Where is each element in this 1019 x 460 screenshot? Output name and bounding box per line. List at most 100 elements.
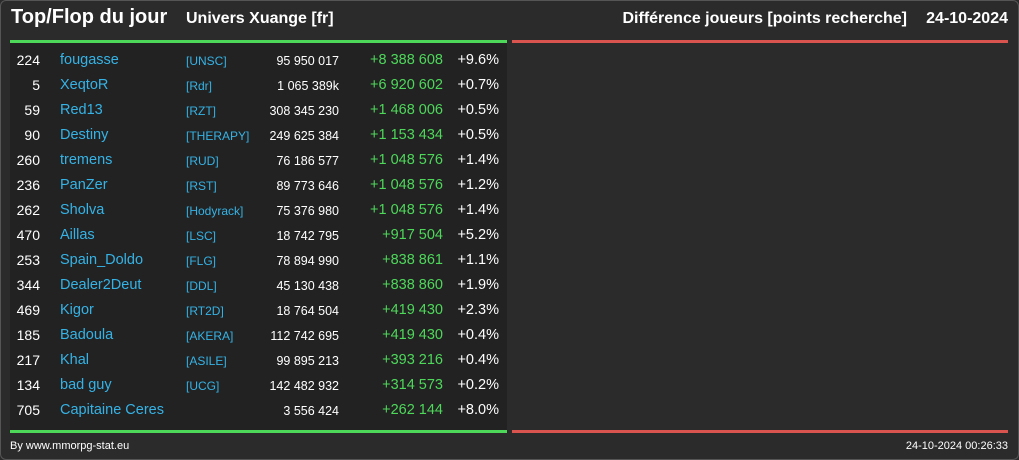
table-row: 59 Red13 [RZT] 308 345 230 +1 468 006 +0.5% (10, 98, 507, 123)
alliance-tag-link[interactable]: [THERAPY] (186, 129, 250, 143)
alliance-tag-link[interactable]: [FLG] (186, 254, 217, 268)
flop-panel (512, 40, 1008, 433)
top-divider-lower (10, 430, 507, 433)
alliance-tag-link[interactable]: [LSC] (186, 229, 217, 243)
player-rank: 217 (16, 352, 40, 368)
table-row: 134 bad guy [UCG] 142 482 932 +314 573 +0.2% (10, 373, 507, 398)
alliance-tag-link[interactable]: [Rdr] (186, 79, 213, 93)
header: Top/Flop du jour Univers Xuange [fr] Dif… (0, 0, 1019, 40)
player-points: 112 742 695 (270, 329, 339, 343)
points-difference: +8 388 608 (370, 52, 443, 68)
table-row: 262 Sholva [Hodyrack] 75 376 980 +1 048 576 +… (10, 198, 507, 223)
alliance-tag-link[interactable]: [RST] (186, 179, 217, 193)
header-date: 24-10-2024 (926, 10, 1008, 27)
percent-change: +2.3% (457, 302, 499, 318)
table-row: 469 Kigor [RT2D] 18 764 504 +419 430 +2.3% (10, 298, 507, 323)
table-row: 90 Destiny [THERAPY] 249 625 384 +1 153 434 +… (10, 123, 507, 148)
points-difference: +262 144 (382, 402, 443, 418)
table-row: 344 Dealer2Deut [DDL] 45 130 438 +838 860 +1.… (10, 273, 507, 298)
player-points: 76 186 577 (276, 154, 339, 168)
alliance-tag-link[interactable]: [RUD] (186, 154, 219, 168)
player-points: 99 895 213 (276, 354, 339, 368)
player-name-link[interactable]: Spain_Doldo (60, 252, 144, 268)
player-rank: 224 (16, 52, 40, 68)
points-difference: +1 153 434 (370, 127, 443, 143)
player-name-link[interactable]: Dealer2Deut (60, 277, 142, 293)
player-rank: 253 (16, 252, 40, 268)
percent-change: +1.4% (457, 202, 499, 218)
table-row: 236 PanZer [RST] 89 773 646 +1 048 576 +1.2% (10, 173, 507, 198)
alliance-tag-link[interactable]: [AKERA] (186, 329, 234, 343)
player-name-link[interactable]: XeqtoR (60, 77, 109, 93)
points-difference: +838 860 (382, 277, 443, 293)
alliance-tag-link[interactable]: [RT2D] (186, 304, 224, 318)
alliance-tag-link[interactable]: [RZT] (186, 104, 216, 118)
player-name-link[interactable]: tremens (60, 152, 113, 168)
player-points: 45 130 438 (276, 279, 339, 293)
player-points: 18 742 795 (276, 229, 339, 243)
metric-label: Différence joueurs [points recherche] (622, 10, 907, 27)
alliance-tag-link[interactable]: [DDL] (186, 279, 217, 293)
footer-timestamp: 24-10-2024 00:26:33 (905, 440, 1008, 452)
alliance-tag-link[interactable]: [UCG] (186, 379, 220, 393)
player-points: 95 950 017 (276, 54, 339, 68)
player-name-link[interactable]: Badoula (60, 327, 114, 343)
player-name-link[interactable]: Khal (60, 352, 90, 368)
player-name-link[interactable]: fougasse (60, 52, 119, 68)
player-points: 308 345 230 (269, 104, 339, 118)
points-difference: +1 048 576 (370, 202, 443, 218)
percent-change: +0.7% (457, 77, 499, 93)
player-rank: 470 (16, 227, 40, 243)
alliance-tag-link[interactable]: [UNSC] (186, 54, 227, 68)
player-rank: 344 (16, 277, 40, 293)
player-rank: 469 (16, 302, 40, 318)
percent-change: +9.6% (457, 52, 499, 68)
table-row: 705 Capitaine Ceres 3 556 424 +262 144 +8.0% (10, 398, 507, 423)
table-row: 217 Khal [ASILE] 99 895 213 +393 216 +0.4% (10, 348, 507, 373)
percent-change: +0.4% (457, 352, 499, 368)
table-row: 185 Badoula [AKERA] 112 742 695 +419 430 +0.4… (10, 323, 507, 348)
universe-label: Univers Xuange [fr] (186, 10, 334, 27)
top-divider-upper (10, 40, 507, 43)
alliance-tag-link[interactable]: [Hodyrack] (186, 204, 244, 218)
percent-change: +0.2% (457, 377, 499, 393)
player-rank: 262 (16, 202, 40, 218)
player-rank: 185 (16, 327, 40, 343)
player-points: 3 556 424 (283, 404, 339, 418)
player-name-link[interactable]: Kigor (60, 302, 94, 318)
table-row: 470 Aillas [LSC] 18 742 795 +917 504 +5.2% (10, 223, 507, 248)
player-name-link[interactable]: Capitaine Ceres (60, 402, 164, 418)
points-difference: +314 573 (382, 377, 443, 393)
points-difference: +917 504 (382, 227, 443, 243)
top-panel: 224 fougasse [UNSC] 95 950 017 +8 388 608 +9.… (10, 40, 507, 433)
percent-change: +5.2% (457, 227, 499, 243)
points-difference: +1 048 576 (370, 177, 443, 193)
percent-change: +1.9% (457, 277, 499, 293)
player-name-link[interactable]: Sholva (60, 202, 105, 218)
player-name-link[interactable]: Aillas (60, 227, 95, 243)
player-rank: 260 (16, 152, 40, 168)
player-rank: 134 (16, 377, 40, 393)
points-difference: +1 468 006 (370, 102, 443, 118)
points-difference: +393 216 (382, 352, 443, 368)
alliance-tag-link[interactable]: [ASILE] (186, 354, 227, 368)
player-points: 78 894 990 (276, 254, 339, 268)
footer-credit[interactable]: By www.mmorpg-stat.eu (10, 440, 130, 452)
table-row: 224 fougasse [UNSC] 95 950 017 +8 388 608 +9.… (10, 48, 507, 73)
player-points: 89 773 646 (276, 179, 339, 193)
player-name-link[interactable]: Red13 (60, 102, 103, 118)
points-difference: +838 861 (382, 252, 443, 268)
percent-change: +8.0% (457, 402, 499, 418)
percent-change: +1.2% (457, 177, 499, 193)
table-row: 260 tremens [RUD] 76 186 577 +1 048 576 +1.4% (10, 148, 507, 173)
player-name-link[interactable]: PanZer (60, 177, 108, 193)
player-rank: 59 (24, 102, 40, 118)
percent-change: +0.5% (457, 102, 499, 118)
player-name-link[interactable]: Destiny (60, 127, 109, 143)
table-row: 253 Spain_Doldo [FLG] 78 894 990 +838 861 +1.… (10, 248, 507, 273)
percent-change: +0.4% (457, 327, 499, 343)
player-points: 18 764 504 (276, 304, 339, 318)
flop-divider-lower (512, 430, 1008, 433)
player-name-link[interactable]: bad guy (60, 377, 112, 393)
percent-change: +1.1% (457, 252, 499, 268)
